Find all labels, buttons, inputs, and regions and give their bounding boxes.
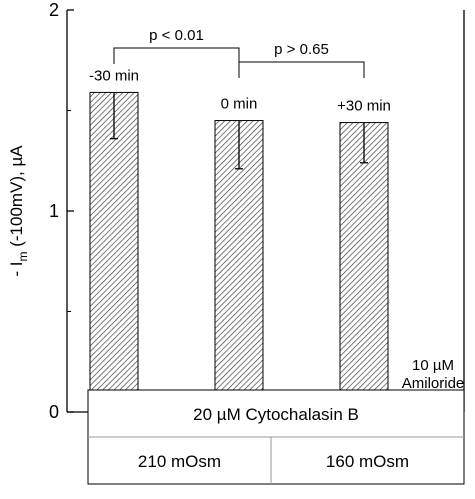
comparison-annotations: p < 0.01 p > 0.65 [113, 27, 365, 78]
significance-label: p < 0.01 [149, 27, 204, 44]
bar-label: Amiloride [402, 375, 465, 392]
bar-label: +30 min [337, 98, 391, 115]
bar-label: 10 µM [412, 357, 454, 374]
treatment-label: 20 µM Cytochalasin B [193, 405, 359, 424]
y-tick-label: 1 [49, 201, 59, 221]
significance-label: p > 0.65 [274, 41, 329, 58]
bar [89, 91, 139, 413]
condition-table: 20 µM Cytochalasin B 210 mOsm 160 mOsm [87, 389, 465, 485]
bar-label: 0 min [221, 96, 258, 113]
significance-bracket [238, 61, 365, 78]
osmolarity-label: 160 mOsm [326, 452, 409, 471]
osmolarity-label: 210 mOsm [138, 452, 221, 471]
y-tick-label: 0 [49, 402, 59, 422]
y-tick-label: 2 [49, 0, 59, 20]
y-axis-label: - Im (-100mV), µA [7, 145, 30, 277]
bar [339, 122, 389, 413]
significance-bracket [113, 47, 240, 64]
bar-label: -30 min [89, 67, 139, 84]
